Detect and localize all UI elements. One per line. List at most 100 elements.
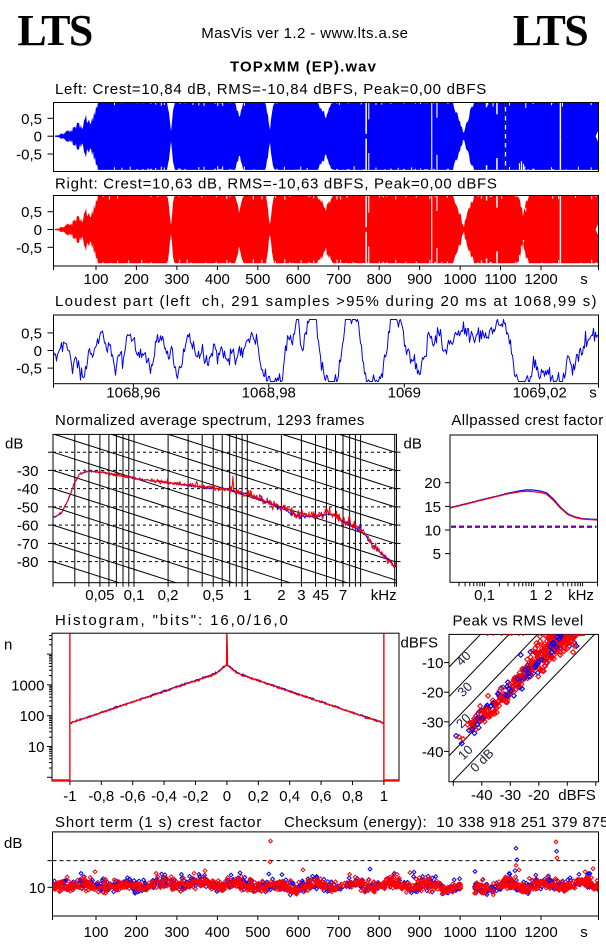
svg-text:800: 800	[367, 924, 392, 941]
svg-text:100: 100	[19, 708, 44, 725]
svg-text:200: 200	[124, 924, 149, 941]
svg-text:0: 0	[34, 222, 42, 239]
svg-text:0,5: 0,5	[21, 325, 42, 342]
svg-text:40: 40	[453, 648, 474, 669]
svg-text:Loudest part (left ch, 291 sa: Loudest part (left ch, 291 samples >95% …	[55, 293, 598, 310]
svg-text:-0,4: -0,4	[151, 788, 177, 805]
svg-text:100: 100	[83, 271, 108, 288]
svg-text:20: 20	[424, 475, 441, 492]
svg-text:kHz: kHz	[568, 587, 594, 604]
svg-text:200: 200	[124, 271, 149, 288]
svg-text:Left: Crest=10,84 dB, RMS=-10,: Left: Crest=10,84 dB, RMS=-10,84 dBFS, P…	[55, 81, 487, 98]
svg-text:s: s	[580, 924, 588, 941]
svg-text:-0,8: -0,8	[88, 788, 114, 805]
svg-text:0: 0	[34, 129, 42, 146]
svg-text:LTS: LTS	[513, 6, 587, 55]
svg-text:n: n	[4, 637, 12, 654]
svg-text:30: 30	[454, 679, 475, 700]
svg-text:0,2: 0,2	[158, 587, 179, 604]
svg-text:s: s	[589, 385, 597, 402]
svg-text:1068,96: 1068,96	[106, 385, 160, 402]
svg-text:-10: -10	[422, 655, 444, 672]
svg-text:0: 0	[223, 788, 231, 805]
svg-text:1000: 1000	[443, 924, 476, 941]
svg-text:1100: 1100	[484, 924, 516, 941]
svg-text:-0,5: -0,5	[16, 147, 42, 164]
svg-text:900: 900	[407, 271, 432, 288]
svg-text:Short term (1 s) crest factor: Short term (1 s) crest factor	[55, 814, 262, 831]
svg-text:700: 700	[326, 271, 351, 288]
svg-text:1069: 1069	[388, 385, 421, 402]
svg-text:45: 45	[312, 587, 329, 604]
svg-text:-20: -20	[422, 685, 444, 702]
svg-text:300: 300	[164, 924, 189, 941]
svg-text:-30: -30	[422, 714, 444, 731]
svg-text:-0,5: -0,5	[16, 361, 42, 378]
svg-text:Peak vs RMS level: Peak vs RMS level	[453, 613, 584, 630]
svg-text:700: 700	[326, 924, 351, 941]
svg-text:0,6: 0,6	[311, 788, 332, 805]
svg-text:MasVis ver 1.2 - www.lts.a.se: MasVis ver 1.2 - www.lts.a.se	[201, 25, 408, 42]
svg-text:5: 5	[433, 546, 441, 563]
svg-text:-40: -40	[422, 744, 444, 761]
svg-text:-40: -40	[471, 787, 493, 804]
svg-text:300: 300	[164, 271, 189, 288]
svg-text:TOPxMM (EP).wav: TOPxMM (EP).wav	[230, 59, 377, 76]
svg-text:0,5: 0,5	[203, 587, 224, 604]
svg-text:1: 1	[380, 788, 388, 805]
svg-text:-60: -60	[17, 518, 39, 535]
svg-text:1069,02: 1069,02	[513, 385, 567, 402]
svg-text:2: 2	[544, 587, 552, 604]
svg-text:7: 7	[339, 587, 347, 604]
svg-text:kHz: kHz	[371, 587, 397, 604]
svg-text:0,2: 0,2	[248, 788, 269, 805]
svg-text:400: 400	[205, 924, 230, 941]
svg-text:10: 10	[29, 880, 46, 897]
svg-text:dBFS: dBFS	[558, 787, 596, 804]
svg-text:0,05: 0,05	[85, 587, 114, 604]
svg-text:-40: -40	[17, 481, 39, 498]
svg-text:Histogram, "bits": 16,0/16,0: Histogram, "bits": 16,0/16,0	[55, 612, 290, 629]
svg-text:-0,5: -0,5	[16, 240, 42, 257]
svg-text:0,5: 0,5	[21, 111, 42, 128]
svg-text:600: 600	[286, 924, 311, 941]
svg-text:1200: 1200	[524, 924, 557, 941]
svg-text:10: 10	[424, 523, 441, 540]
svg-text:0,8: 0,8	[342, 788, 363, 805]
svg-text:0,1: 0,1	[124, 587, 145, 604]
svg-text:-0,6: -0,6	[120, 788, 146, 805]
svg-text:1100: 1100	[484, 271, 516, 288]
svg-text:dB: dB	[4, 835, 22, 852]
svg-text:-50: -50	[17, 499, 39, 516]
svg-text:-20: -20	[528, 787, 550, 804]
svg-text:s: s	[580, 271, 588, 288]
svg-text:100: 100	[83, 924, 108, 941]
svg-text:Allpassed crest factor: Allpassed crest factor	[451, 412, 603, 429]
svg-text:dB: dB	[404, 436, 422, 453]
svg-text:500: 500	[245, 924, 270, 941]
svg-text:600: 600	[286, 271, 311, 288]
svg-text:-30: -30	[499, 787, 521, 804]
svg-text:400: 400	[205, 271, 230, 288]
svg-text:LTS: LTS	[17, 6, 91, 55]
svg-text:1000: 1000	[443, 271, 476, 288]
svg-text:900: 900	[407, 924, 432, 941]
svg-text:15: 15	[424, 499, 441, 516]
svg-text:1: 1	[243, 587, 251, 604]
svg-text:Right: Crest=10,63 dB, RMS=-10: Right: Crest=10,63 dB, RMS=-10,63 dBFS, …	[55, 176, 498, 193]
svg-text:-0,2: -0,2	[183, 788, 209, 805]
svg-text:0: 0	[34, 343, 42, 360]
svg-text:-70: -70	[17, 536, 39, 553]
svg-text:500: 500	[245, 271, 270, 288]
svg-text:dBFS: dBFS	[401, 635, 439, 652]
svg-text:2: 2	[277, 587, 285, 604]
svg-text:10: 10	[28, 739, 45, 756]
svg-text:1068,98: 1068,98	[242, 385, 296, 402]
svg-text:1000: 1000	[11, 677, 44, 694]
svg-text:1200: 1200	[524, 271, 557, 288]
svg-text:Normalized average spectrum, 1: Normalized average spectrum, 1293 frames	[55, 412, 365, 429]
svg-text:0,1: 0,1	[474, 587, 495, 604]
svg-text:1: 1	[529, 587, 537, 604]
svg-text:dB: dB	[5, 436, 23, 453]
svg-text:3: 3	[297, 587, 305, 604]
